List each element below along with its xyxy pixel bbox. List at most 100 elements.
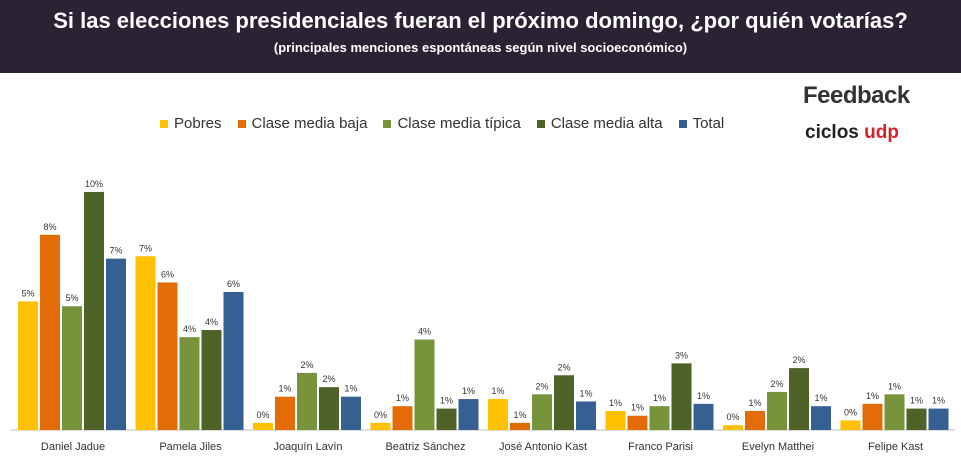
data-label-3-0: 0% (374, 410, 387, 420)
category-label-2: Joaquín Lavín (273, 441, 342, 453)
legend-item-total: Total (678, 115, 725, 132)
bar-5-0 (605, 410, 626, 430)
data-label-1-3: 4% (205, 317, 218, 327)
bar-0-2 (62, 306, 82, 430)
data-label-7-0: 0% (844, 407, 857, 417)
bar-4-3 (554, 375, 574, 430)
data-label-0-0: 5% (21, 288, 34, 298)
data-label-5-0: 1% (609, 398, 622, 408)
bar-1-0 (135, 256, 156, 430)
bar-3-3 (436, 408, 457, 430)
bar-6-3 (789, 368, 809, 430)
bar-7-3 (906, 408, 927, 430)
data-label-5-4: 1% (697, 391, 710, 401)
bar-2-4 (341, 396, 361, 430)
udp-logo-text: udp (864, 122, 899, 143)
data-label-6-3: 2% (792, 355, 805, 365)
legend-item-clase-media-tipica: Clase media típica (383, 115, 521, 132)
data-label-4-3: 2% (557, 362, 570, 372)
data-label-5-2: 1% (653, 393, 666, 403)
category-label-7: Felipe Kast (868, 441, 923, 453)
bar-7-0 (840, 420, 861, 430)
data-label-3-3: 1% (440, 396, 453, 406)
bar-6-2 (767, 391, 787, 430)
bar-3-0 (370, 422, 391, 430)
data-label-7-4: 1% (932, 396, 945, 406)
bar-0-3 (84, 192, 104, 430)
category-label-5: Franco Parisi (628, 441, 693, 453)
data-label-7-2: 1% (888, 381, 901, 391)
data-label-3-2: 4% (418, 327, 431, 337)
data-label-6-1: 1% (748, 398, 761, 408)
bar-4-1 (510, 422, 530, 430)
ciclos-udp-logo: ciclos udp (805, 122, 899, 144)
legend: Pobres Clase media baja Clase media típi… (160, 115, 724, 132)
data-label-2-4: 1% (344, 384, 357, 394)
legend-label: Clase media baja (251, 115, 368, 132)
bar-4-4 (576, 401, 596, 430)
data-label-0-4: 7% (109, 246, 122, 256)
data-label-4-0: 1% (491, 386, 504, 396)
ciclos-logo-text: ciclos (805, 122, 859, 143)
legend-item-clase-media-baja: Clase media baja (237, 115, 368, 132)
legend-label: Clase media alta (550, 115, 663, 132)
data-label-0-3: 10% (85, 179, 103, 189)
bar-5-4 (693, 403, 714, 430)
legend-swatch (237, 119, 246, 128)
title-banner: Si las elecciones presidenciales fueran … (0, 0, 961, 73)
bar-4-0 (488, 399, 508, 430)
data-label-4-1: 1% (513, 410, 526, 420)
data-label-0-2: 5% (65, 293, 78, 303)
category-label-6: Evelyn Matthei (742, 441, 814, 453)
bar-5-2 (649, 406, 670, 430)
legend-swatch (383, 119, 392, 128)
bar-1-1 (157, 282, 178, 430)
bar-7-2 (884, 394, 905, 430)
chart-title: Si las elecciones presidenciales fueran … (53, 8, 908, 33)
category-label-4: José Antonio Kast (499, 441, 587, 453)
bar-1-3 (201, 330, 222, 430)
legend-item-clase-media-alta: Clase media alta (536, 115, 663, 132)
data-label-4-4: 1% (579, 388, 592, 398)
bar-3-1 (392, 406, 413, 430)
bar-2-2 (297, 372, 317, 430)
data-label-3-4: 1% (462, 386, 475, 396)
bar-0-4 (106, 258, 126, 430)
bar-2-3 (319, 387, 339, 430)
bar-3-2 (414, 339, 435, 430)
data-label-1-0: 7% (139, 243, 152, 253)
data-label-2-1: 1% (278, 384, 291, 394)
bar-7-1 (862, 403, 883, 430)
feedback-logo: Feedback (803, 82, 910, 109)
data-label-4-2: 2% (535, 381, 548, 391)
data-label-1-2: 4% (183, 324, 196, 334)
category-label-3: Beatriz Sánchez (385, 441, 465, 453)
chart-subtitle: (principales menciones espontáneas según… (273, 40, 688, 55)
bar-5-1 (627, 415, 648, 430)
legend-swatch (536, 119, 545, 128)
legend-item-pobres: Pobres (160, 115, 222, 132)
bar-3-4 (458, 399, 479, 430)
data-label-5-1: 1% (631, 403, 644, 413)
bar-6-0 (723, 425, 743, 430)
data-label-6-4: 1% (814, 393, 827, 403)
legend-label: Pobres (174, 115, 222, 132)
bar-6-1 (745, 410, 765, 430)
data-label-5-3: 3% (675, 350, 688, 360)
data-label-2-3: 2% (322, 374, 335, 384)
bar-4-2 (532, 394, 552, 430)
bar-5-3 (671, 363, 692, 430)
category-label-1: Pamela Jiles (159, 441, 222, 453)
data-label-1-1: 6% (161, 269, 174, 279)
bar-0-0 (18, 301, 38, 430)
bar-0-1 (40, 234, 60, 430)
data-label-3-1: 1% (396, 393, 409, 403)
data-label-6-2: 2% (770, 379, 783, 389)
legend-label: Total (692, 115, 725, 132)
bar-6-4 (811, 406, 831, 430)
bar-2-1 (275, 396, 295, 430)
bar-1-2 (179, 337, 200, 430)
data-label-7-3: 1% (910, 396, 923, 406)
bar-1-4 (223, 291, 244, 430)
data-label-6-0: 0% (726, 412, 739, 422)
